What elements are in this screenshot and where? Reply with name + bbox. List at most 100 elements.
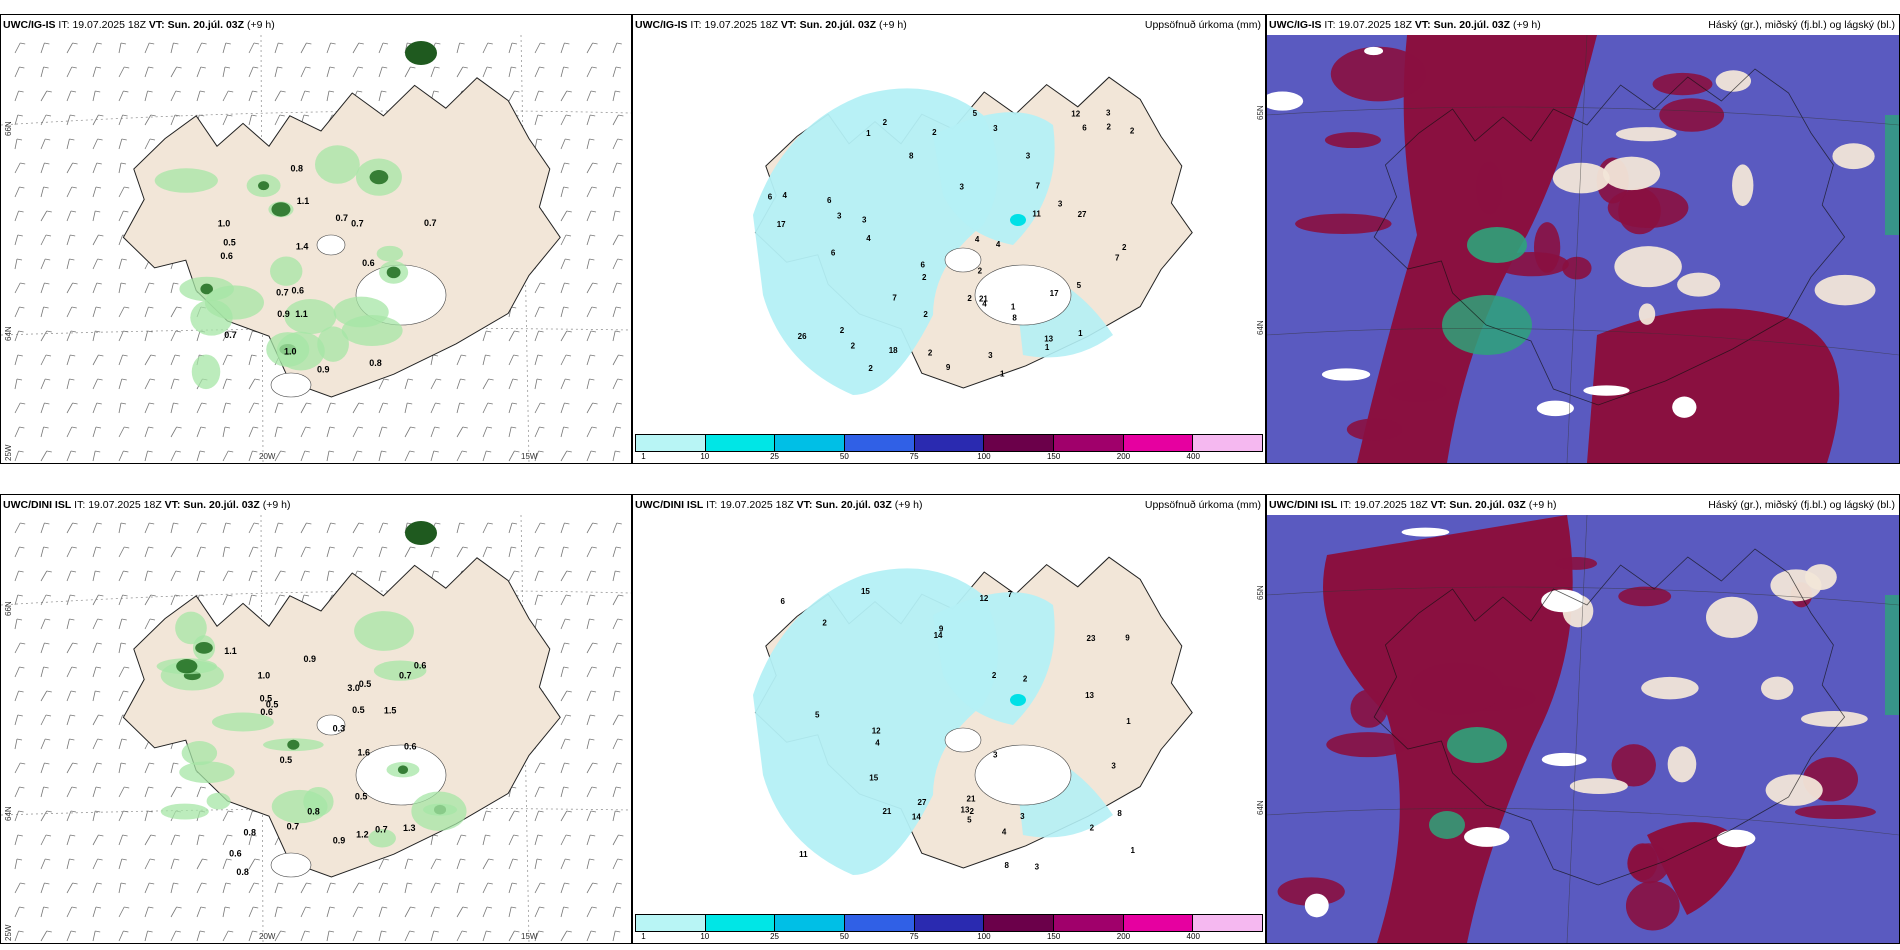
wind-barb-flag (539, 306, 545, 309)
wind-barb (66, 882, 73, 894)
wind-barb (14, 858, 18, 870)
precip-value-label: 3 (959, 182, 964, 191)
wind-barb-flag (512, 858, 518, 861)
wind-barb (274, 546, 278, 558)
wind-barb (586, 642, 593, 654)
precip-value-label: 21 (979, 294, 988, 303)
wind-barb (482, 858, 489, 870)
precip-value-label: 6 (781, 597, 786, 606)
wind-barb-flag (461, 450, 468, 453)
wind-barb-flag (591, 546, 597, 549)
wind-barb-flag (564, 282, 570, 285)
wind-barb-flag (98, 114, 104, 117)
rain-value-label: 0.7 (224, 330, 237, 340)
wind-barb-flag (19, 786, 25, 789)
wind-barb (66, 162, 73, 174)
wind-barb (300, 42, 307, 54)
colorbar-tick: 10 (700, 932, 710, 941)
wind-barb (326, 930, 330, 942)
wind-barb (14, 738, 18, 750)
wind-barb (144, 834, 152, 846)
wind-barb-flag (17, 114, 23, 117)
wind-barb-flag (566, 90, 572, 93)
precip-value-label: 2 (992, 671, 997, 680)
wind-barb (560, 690, 568, 702)
wind-barb-flag (16, 618, 23, 621)
wind-barb (14, 882, 21, 894)
wind-barb (40, 618, 46, 630)
wind-barb-flag (328, 930, 335, 933)
wind-barb (586, 666, 593, 678)
wind-barb (118, 666, 125, 678)
cloud-map (1267, 35, 1899, 463)
wind-barb-flag (304, 450, 310, 453)
wind-barb (66, 234, 71, 246)
wind-barb (300, 546, 306, 558)
wind-barb-flag (97, 258, 103, 261)
wind-barb-flag (305, 426, 311, 429)
clear-patch (1364, 46, 1384, 56)
wind-barb-flag (539, 546, 545, 549)
wind-barb-flag (616, 162, 622, 165)
wind-barb-flag (228, 570, 234, 573)
wind-barb (92, 594, 99, 606)
wind-barb (40, 426, 44, 438)
wind-barb-flag (43, 666, 49, 669)
wind-barb-flag (565, 354, 572, 357)
wind-barb-flag (46, 810, 52, 813)
clear-patch (1464, 826, 1510, 847)
wind-barb (40, 762, 45, 774)
wind-barb-flag (124, 306, 130, 309)
wind-barb-flag (200, 66, 206, 69)
wind-barb-flag (70, 930, 77, 933)
high-cloud-patch (1277, 877, 1345, 906)
wind-barb (534, 450, 539, 462)
precip-value-label: 4 (982, 299, 987, 308)
wind-barb-flag (175, 930, 181, 933)
colorbar-cell (1193, 915, 1263, 931)
wind-barb-flag (147, 330, 153, 333)
wind-barb (92, 786, 97, 798)
wind-barb (170, 402, 174, 414)
clear-patch (1832, 143, 1875, 170)
wind-barb-flag (43, 546, 49, 549)
wind-barb-flag (615, 570, 621, 573)
wind-barb-flag (306, 882, 312, 885)
wind-barb (144, 378, 151, 390)
wind-barb-flag (176, 426, 182, 429)
wind-barb-flag (176, 906, 182, 909)
wind-barb-flag (201, 402, 207, 405)
wind-barb-flag (511, 522, 518, 525)
wind-barb (144, 426, 149, 438)
wind-barb (118, 138, 123, 150)
wind-barb-flag (253, 66, 259, 69)
rain-area (354, 611, 414, 651)
wind-barb-flag (225, 522, 231, 525)
wind-barb (508, 906, 512, 918)
wind-barb (66, 642, 73, 654)
wind-barb (144, 618, 151, 630)
wind-barb (378, 570, 382, 582)
wind-barb-flag (539, 426, 545, 429)
wind-barb-flag (150, 834, 156, 837)
wind-barb-flag (536, 138, 543, 141)
precip-value-label: 7 (892, 293, 897, 302)
wind-barb-flag (381, 90, 387, 93)
wind-barb-flag (173, 42, 179, 45)
wind-barb (378, 402, 384, 414)
precip-value-label: 3 (988, 351, 993, 360)
wind-barb-flag (590, 594, 596, 597)
wind-barb-flag (17, 354, 23, 357)
wind-barb (40, 138, 46, 150)
wind-barb (326, 906, 331, 918)
colorbar-cell (1123, 435, 1194, 451)
wind-barb (404, 450, 410, 462)
rain-value-label: 0.7 (287, 821, 300, 831)
clear-patch (1638, 303, 1656, 325)
wind-barb-flag (358, 42, 364, 45)
wind-barb-flag (43, 306, 49, 309)
wind-barb (534, 42, 541, 54)
wind-barb (222, 522, 227, 534)
wind-barb (14, 186, 20, 198)
wind-barb (508, 426, 512, 438)
